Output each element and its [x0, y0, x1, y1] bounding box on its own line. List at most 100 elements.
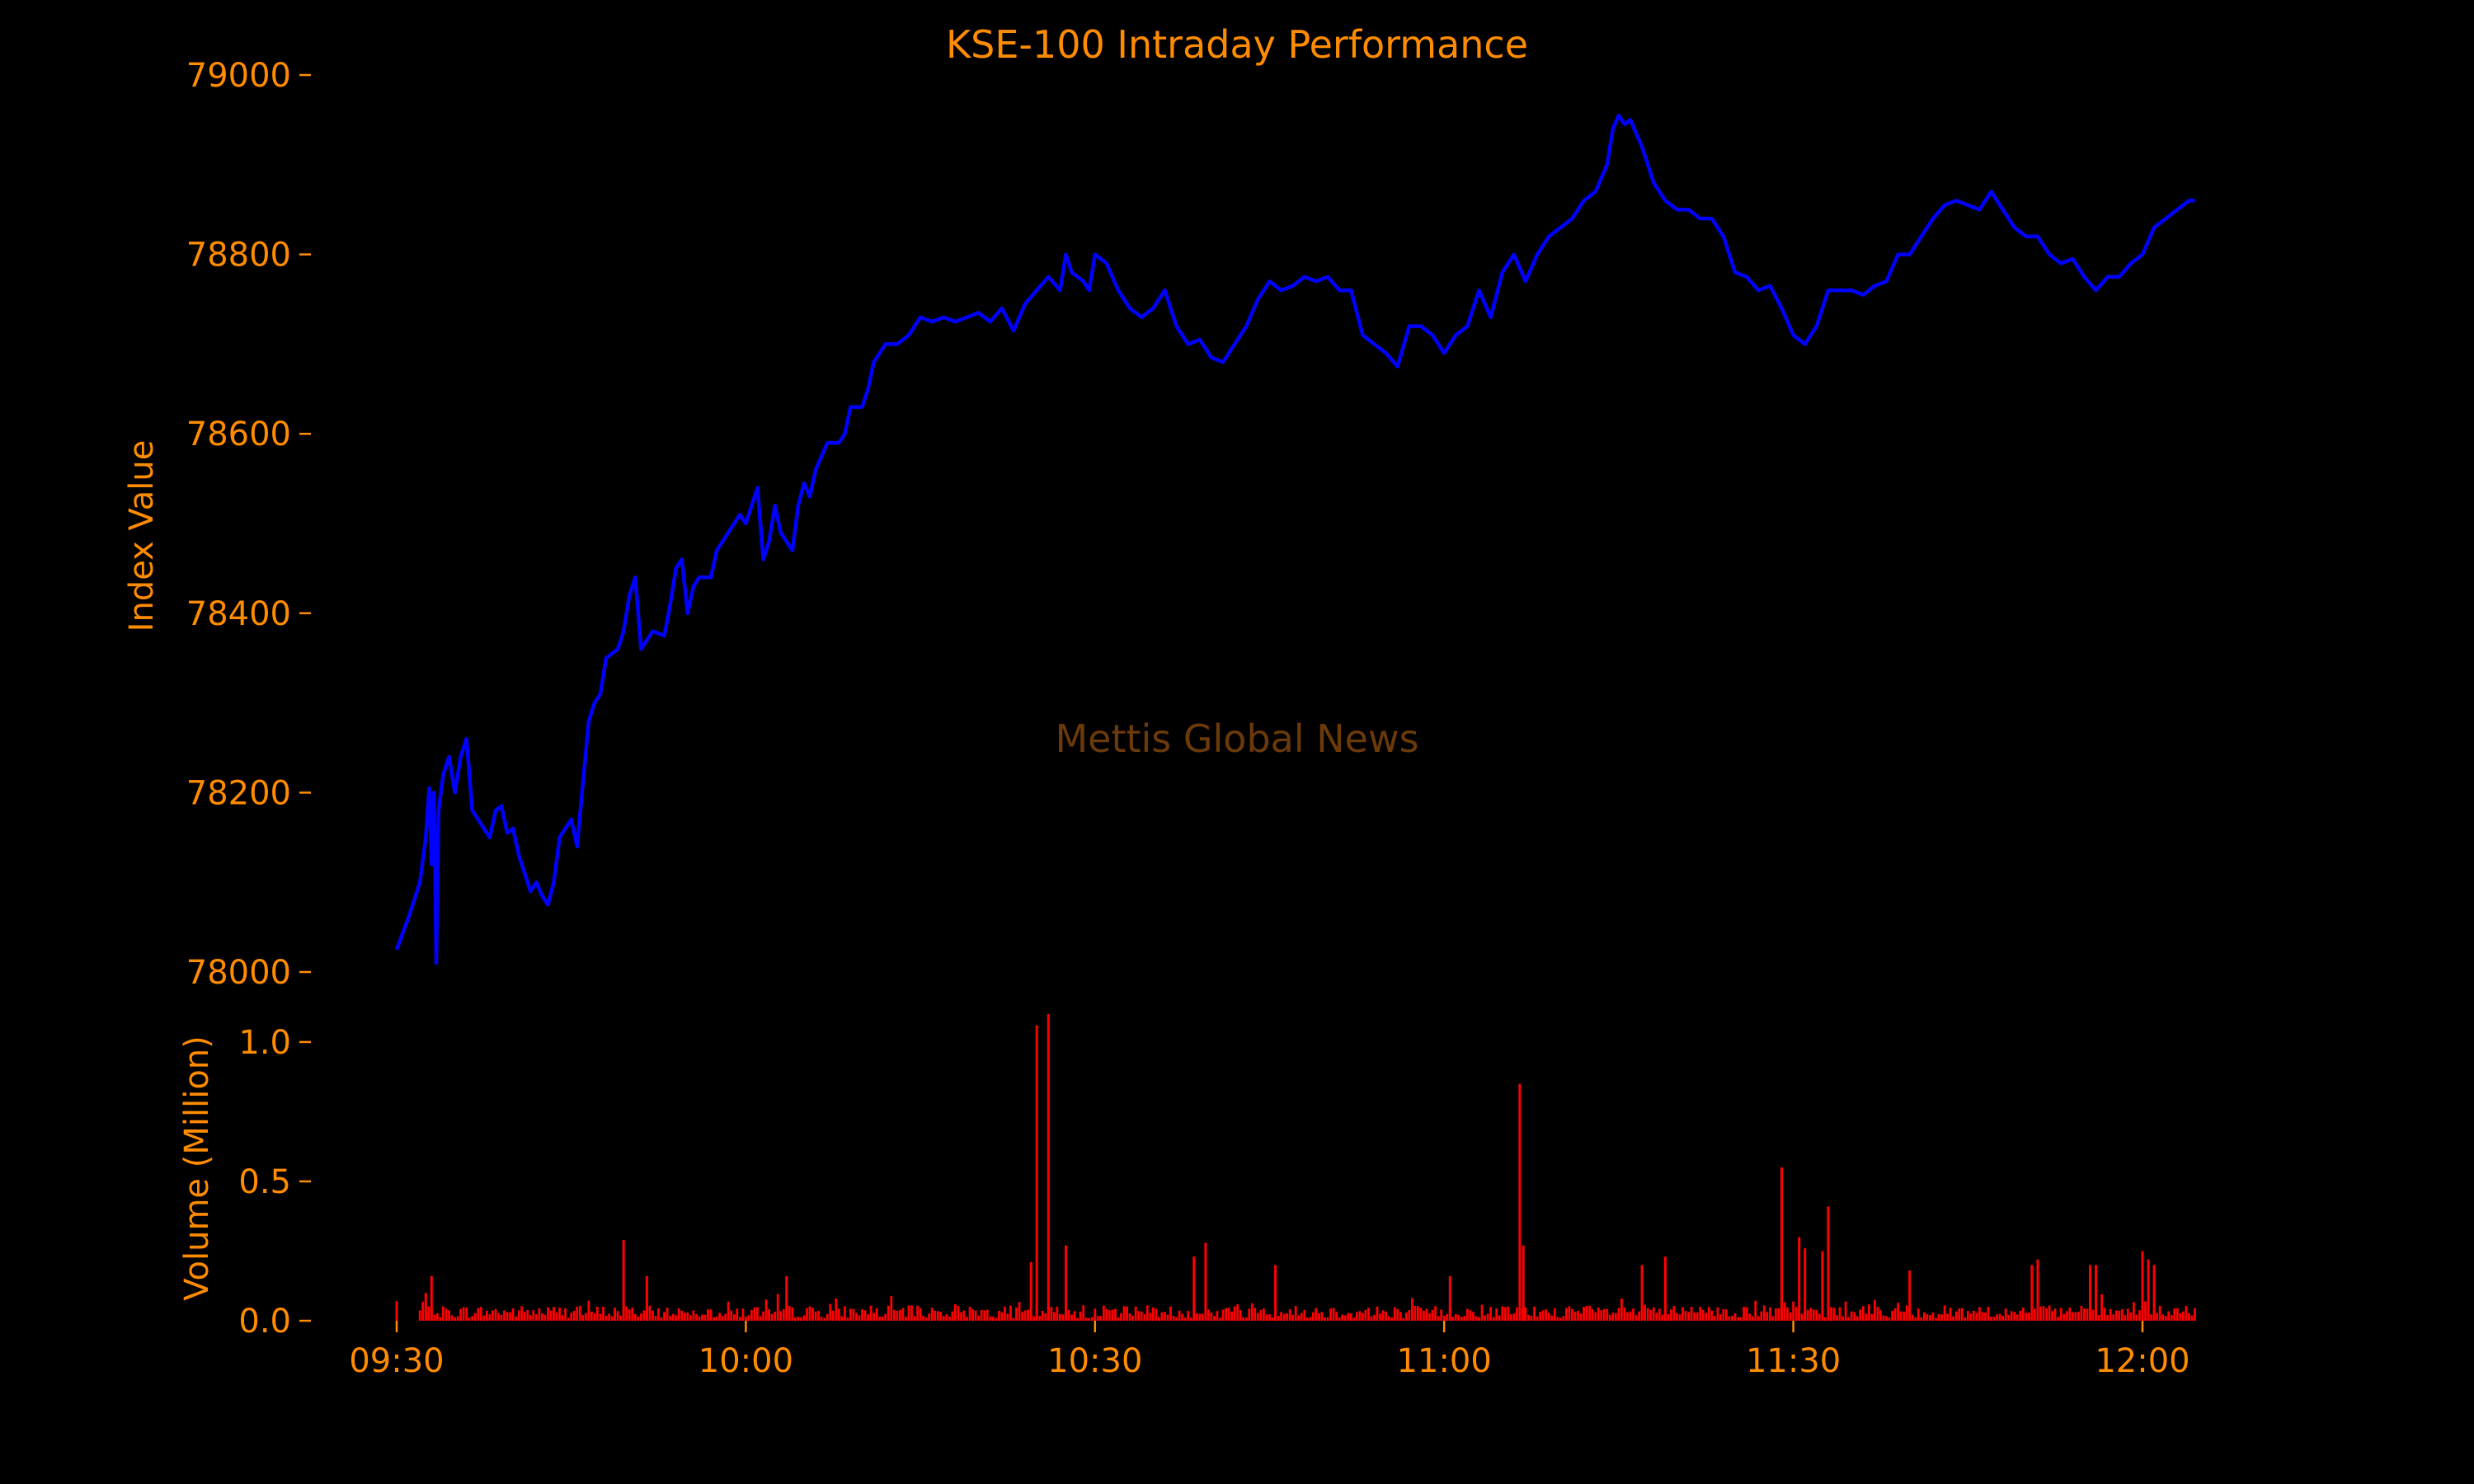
volume-bar	[1940, 1314, 1943, 1321]
volume-bar	[2109, 1308, 2112, 1321]
volume-bar	[794, 1317, 797, 1321]
volume-bar	[619, 1315, 623, 1321]
volume-bar	[1992, 1317, 1996, 1321]
volume-spike-bar	[1204, 1242, 1207, 1321]
volume-bar	[1120, 1313, 1122, 1321]
volume-bar	[840, 1316, 844, 1321]
volume-bar	[1859, 1309, 1862, 1321]
volume-bar	[448, 1310, 450, 1321]
volume-bar	[1644, 1304, 1646, 1321]
volume-bar	[671, 1313, 675, 1321]
volume-spike-bar	[2030, 1265, 2034, 1321]
volume-bar	[802, 1315, 806, 1321]
volume-bar	[867, 1314, 869, 1321]
volume-bar	[770, 1313, 774, 1321]
volume-bar	[1073, 1311, 1076, 1321]
volume-spike-bar	[2036, 1259, 2039, 1321]
volume-bar	[1978, 1307, 1981, 1321]
volume-bar	[768, 1309, 770, 1321]
volume-bar	[1152, 1307, 1155, 1321]
volume-spike-bar	[1798, 1237, 1801, 1321]
volume-bar	[1920, 1317, 1923, 1321]
volume-bar	[1541, 1310, 1545, 1321]
volume-bar	[1591, 1309, 1594, 1321]
volume-bar	[1794, 1307, 1798, 1321]
volume-bar	[1981, 1312, 1984, 1321]
volume-bar	[1847, 1317, 1850, 1321]
volume-spike-bar	[1522, 1245, 1525, 1321]
volume-bar	[1516, 1307, 1518, 1321]
volume-bar	[1903, 1311, 1906, 1321]
volume-bar	[666, 1308, 669, 1321]
volume-bar	[2167, 1311, 2171, 1321]
volume-bar	[1277, 1316, 1280, 1321]
volume-bar	[1309, 1317, 1312, 1321]
volume-bar	[1783, 1302, 1786, 1321]
volume-bar	[2097, 1315, 2100, 1321]
volume-bar	[1236, 1304, 1239, 1321]
volume-bar	[2100, 1294, 2103, 1321]
volume-bar	[1454, 1314, 1457, 1321]
volume-bar	[863, 1310, 867, 1321]
volume-bar	[587, 1300, 590, 1321]
volume-bar	[1867, 1304, 1870, 1321]
volume-bar	[1056, 1306, 1059, 1321]
volume-bar	[806, 1308, 808, 1321]
volume-bar	[989, 1316, 992, 1321]
x-tick-label: 12:00	[2095, 1342, 2189, 1380]
volume-bar	[2133, 1302, 2135, 1321]
volume-bar	[1358, 1311, 1362, 1321]
volume-bar	[1911, 1314, 1914, 1321]
volume-bar	[1870, 1313, 1874, 1321]
volume-bar	[439, 1317, 442, 1321]
volume-bar	[1739, 1317, 1743, 1321]
volume-bar	[418, 1310, 421, 1321]
volume-bar	[1707, 1307, 1710, 1321]
volume-spike-bar	[2089, 1265, 2091, 1321]
volume-bar	[1027, 1309, 1029, 1321]
volume-bar	[1716, 1307, 1719, 1321]
volume-bar	[869, 1305, 872, 1321]
volume-bar	[2028, 1313, 2030, 1321]
volume-bar	[1164, 1312, 1166, 1321]
volume-bar	[1713, 1316, 1716, 1321]
volume-bar	[1824, 1317, 1827, 1321]
volume-bar	[543, 1314, 547, 1321]
volume-bar	[640, 1313, 642, 1321]
volume-bar	[1376, 1306, 1379, 1321]
volume-bar	[2077, 1312, 2080, 1321]
volume-bar	[1850, 1311, 1853, 1321]
volume-bar	[2175, 1308, 2179, 1321]
volume-bar	[2135, 1314, 2138, 1321]
volume-bar	[1585, 1305, 1588, 1321]
volume-bar	[558, 1308, 561, 1321]
volume-bar	[593, 1313, 596, 1321]
volume-bar	[1536, 1316, 1539, 1321]
volume-bar	[1559, 1317, 1562, 1321]
volume-bar	[1015, 1307, 1018, 1321]
index-y-axis-label: Index Value	[123, 440, 161, 632]
volume-bar	[427, 1306, 430, 1321]
volume-bar	[1425, 1308, 1428, 1321]
volume-bar	[1050, 1307, 1053, 1321]
volume-bar	[1670, 1309, 1672, 1321]
volume-bar	[1856, 1316, 1859, 1321]
volume-bar	[1114, 1308, 1117, 1321]
volume-bar	[1248, 1308, 1251, 1321]
volume-bar	[1617, 1308, 1620, 1321]
volume-bar	[884, 1313, 887, 1321]
volume-bar	[1556, 1317, 1559, 1321]
volume-bar	[1789, 1313, 1792, 1321]
volume-bar	[1390, 1317, 1394, 1321]
volume-bar	[442, 1306, 444, 1321]
volume-bar	[1777, 1308, 1780, 1321]
volume-bar	[1568, 1306, 1571, 1321]
volume-spike-bar	[2152, 1265, 2156, 1321]
volume-bar	[1998, 1313, 2001, 1321]
volume-bar	[2144, 1301, 2147, 1321]
volume-bar	[2042, 1306, 2045, 1321]
volume-bar	[928, 1313, 931, 1321]
volume-bar	[736, 1308, 739, 1321]
volume-bar	[1547, 1313, 1550, 1321]
volume-bar	[788, 1306, 791, 1321]
